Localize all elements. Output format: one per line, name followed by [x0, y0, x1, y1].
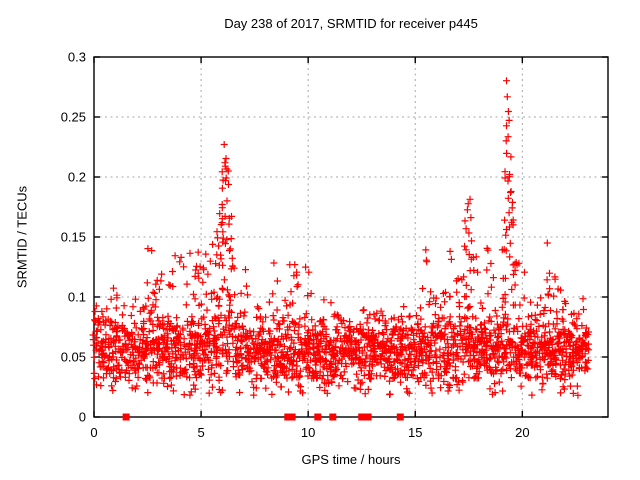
- x-tick-label: 5: [197, 425, 204, 440]
- flag-square-marker: [329, 413, 337, 421]
- y-tick-label: 0.05: [61, 350, 86, 365]
- flag-square-marker: [314, 413, 322, 421]
- flag-square-marker: [358, 413, 366, 421]
- y-tick-label: 0.1: [68, 290, 86, 305]
- flag-square-marker: [122, 413, 130, 421]
- x-tick-label: 0: [90, 425, 97, 440]
- x-tick-label: 10: [301, 425, 315, 440]
- flag-square-marker: [288, 413, 296, 421]
- y-tick-label: 0: [79, 410, 86, 425]
- y-tick-label: 0.15: [61, 230, 86, 245]
- flag-square-marker: [284, 413, 292, 421]
- flag-square-marker: [396, 413, 404, 421]
- y-tick-label: 0.2: [68, 170, 86, 185]
- chart-title: Day 238 of 2017, SRMTID for receiver p44…: [224, 16, 478, 31]
- x-tick-label: 20: [515, 425, 529, 440]
- x-axis-label: GPS time / hours: [301, 452, 401, 467]
- flag-square-marker: [364, 413, 372, 421]
- scatter-points: [89, 77, 593, 399]
- y-tick-label: 0.3: [68, 50, 86, 65]
- x-tick-label: 15: [408, 425, 422, 440]
- y-tick-label: 0.25: [61, 110, 86, 125]
